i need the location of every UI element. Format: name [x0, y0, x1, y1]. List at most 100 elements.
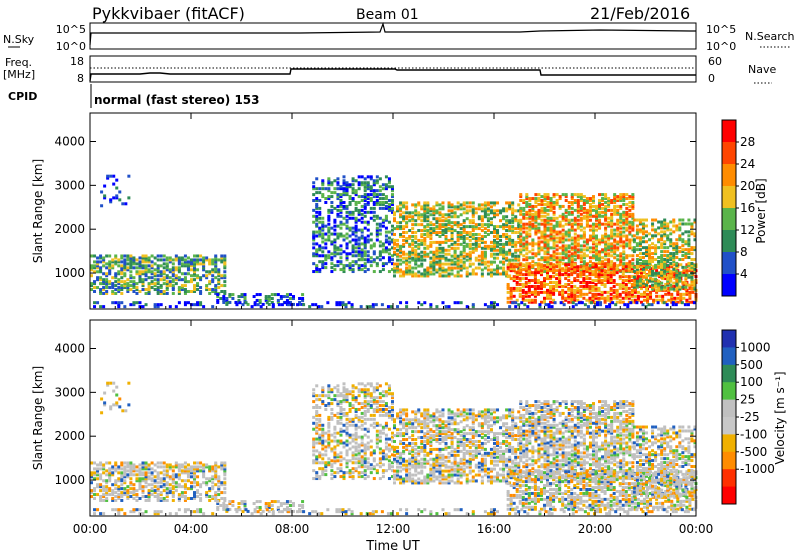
scatter-cell: [193, 274, 197, 278]
scatter-cell: [423, 236, 427, 240]
scatter-cell: [609, 275, 613, 279]
scatter-cell: [102, 286, 106, 290]
scatter-cell: [150, 467, 154, 471]
power-colorbar-tick-label: 4: [740, 267, 748, 281]
scatter-cell: [444, 227, 448, 231]
scatter-cell: [514, 244, 518, 248]
scatter-cell: [177, 260, 181, 264]
scatter-cell: [601, 248, 605, 252]
scatter-cell: [435, 240, 439, 244]
scatter-cell: [231, 297, 235, 301]
scatter-cell: [558, 220, 562, 224]
scatter-cell: [93, 260, 97, 264]
scatter-cell: [214, 498, 218, 502]
scatter-cell: [384, 226, 388, 230]
scatter-cell: [591, 265, 595, 269]
scatter-cell: [599, 303, 603, 307]
scatter-cell: [366, 210, 370, 214]
scatter-cell: [462, 236, 466, 240]
scatter-cell: [174, 485, 178, 489]
scatter-cell: [138, 496, 142, 500]
scatter-cell: [156, 266, 160, 270]
scatter-cell: [528, 224, 532, 228]
scatter-cell: [345, 189, 349, 193]
scatter-cell: [174, 282, 178, 286]
scatter-cell: [582, 240, 586, 244]
scatter-cell: [156, 496, 160, 500]
scatter-cell: [312, 449, 316, 453]
scatter-cell: [552, 212, 556, 216]
scatter-cell: [632, 218, 636, 222]
scatter-cell: [177, 465, 181, 469]
scatter-cell: [411, 270, 415, 274]
scatter-cell: [447, 227, 451, 231]
scatter-cell: [588, 264, 592, 268]
scatter-cell: [576, 256, 580, 260]
scatter-cell: [354, 208, 358, 212]
scatter-cell: [186, 473, 190, 477]
scatter-cell: [462, 254, 466, 258]
scatter-cell: [561, 228, 565, 232]
scatter-cell: [432, 254, 436, 258]
scatter-cell: [171, 491, 175, 495]
scatter-cell: [375, 234, 379, 238]
scatter-cell: [456, 256, 460, 260]
scatter-cell: [667, 292, 671, 296]
scatter-cell: [570, 256, 574, 260]
scatter-cell: [357, 238, 361, 242]
scatter-cell: [117, 288, 121, 292]
scatter-cell: [435, 246, 439, 250]
scatter-cell: [474, 246, 478, 250]
scatter-cell: [453, 250, 457, 254]
scatter-cell: [558, 238, 562, 242]
scatter-cell: [168, 260, 172, 264]
scatter-cell: [555, 260, 559, 264]
scatter-cell: [631, 212, 635, 216]
scatter-cell: [120, 493, 124, 497]
scatter-cell: [549, 230, 553, 234]
scatter-cell: [381, 183, 385, 187]
scatter-cell: [625, 206, 629, 210]
scatter-cell: [547, 303, 551, 307]
scatter-cell: [123, 272, 127, 276]
scatter-cell: [628, 226, 632, 230]
scatter-cell: [627, 275, 631, 279]
scatter-cell: [144, 498, 148, 502]
scatter-cell: [220, 481, 224, 485]
scatter-cell: [687, 218, 691, 222]
scatter-cell: [96, 483, 100, 487]
scatter-cell: [318, 234, 322, 238]
scatter-cell: [123, 487, 127, 491]
scatter-cell: [598, 222, 602, 226]
scatter-cell: [654, 281, 658, 285]
scatter-cell: [561, 234, 565, 238]
scatter-cell: [462, 219, 466, 223]
scatter-cell: [117, 301, 121, 305]
scatter-cell: [483, 246, 487, 250]
scatter-cell: [525, 242, 529, 246]
scatter-cell: [129, 495, 133, 499]
scatter-cell: [508, 203, 512, 207]
scatter-cell: [441, 229, 445, 233]
scatter-cell: [111, 465, 115, 469]
scatter-cell: [135, 272, 139, 276]
scatter-cell: [333, 254, 337, 258]
scatter-cell: [375, 181, 379, 185]
scatter-cell: [649, 284, 653, 288]
scatter-cell: [499, 260, 503, 264]
scatter-cell: [429, 223, 433, 227]
scatter-cell: [435, 270, 439, 274]
scatter-cell: [594, 296, 598, 300]
scatter-cell: [211, 278, 215, 282]
scatter-cell: [502, 232, 506, 236]
scatter-cell: [549, 222, 553, 226]
scatter-cell: [609, 279, 613, 283]
scatter-cell: [286, 301, 290, 305]
scatter-cell: [618, 292, 622, 296]
scatter-cell: [644, 234, 648, 238]
scatter-cell: [631, 214, 635, 218]
scatter-cell: [183, 288, 187, 292]
scatter-cell: [450, 266, 454, 270]
scatter-cell: [399, 215, 403, 219]
scatter-cell: [357, 258, 361, 262]
